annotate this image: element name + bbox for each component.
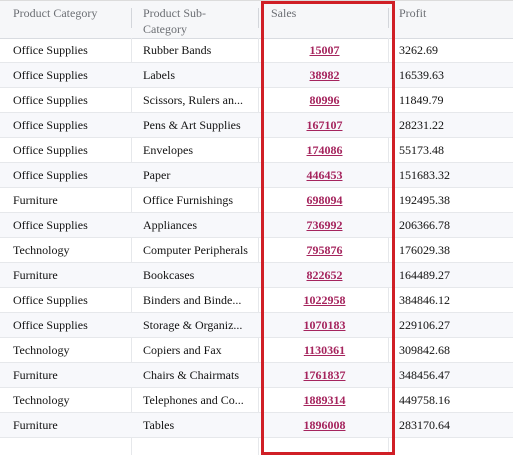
sales-link[interactable]: 822652 xyxy=(306,268,343,282)
subcategory-cell: Labels xyxy=(143,68,175,82)
category-cell: Office Supplies xyxy=(13,143,88,157)
table-row[interactable]: Furniture Chairs & Chairmats 1761837 348456… xyxy=(0,363,513,388)
category-cell: Office Supplies xyxy=(13,218,88,232)
subcategory-cell: Appliances xyxy=(143,218,197,232)
profit-cell: 11849.79 xyxy=(399,93,444,107)
sales-link[interactable]: 1130361 xyxy=(303,343,346,357)
table-row[interactable]: Office Supplies Rubber Bands 15007 3262.69 xyxy=(0,38,513,63)
column-gridline xyxy=(388,38,389,455)
category-cell: Office Supplies xyxy=(13,118,88,132)
profit-cell: 3262.69 xyxy=(399,43,438,57)
sales-link[interactable]: 1896008 xyxy=(303,418,346,432)
sales-link[interactable]: 446453 xyxy=(306,168,343,182)
sales-link[interactable]: 1889314 xyxy=(303,393,346,407)
subcategory-cell: Rubber Bands xyxy=(143,43,212,57)
category-cell: Office Supplies xyxy=(13,318,88,332)
table-row-partial xyxy=(0,438,513,455)
table-row[interactable]: Office Supplies Storage & Organiz... 10701… xyxy=(0,313,513,338)
sales-link[interactable]: 80996 xyxy=(309,93,340,107)
table-row[interactable]: Furniture Bookcases 822652 164489.27 xyxy=(0,263,513,288)
column-header-profit[interactable]: Profit xyxy=(399,6,427,20)
category-cell: Office Supplies xyxy=(13,43,88,57)
category-cell: Technology xyxy=(13,243,70,257)
sales-link[interactable]: 1022958 xyxy=(303,293,346,307)
subcategory-cell: Storage & Organiz... xyxy=(143,318,243,332)
grid-header: Product Category Product Sub-Category Sa… xyxy=(0,1,513,39)
profit-cell: 309842.68 xyxy=(399,343,450,357)
sales-link[interactable]: 1761837 xyxy=(303,368,346,382)
profit-cell: 449758.16 xyxy=(399,393,450,407)
profit-cell: 192495.38 xyxy=(399,193,450,207)
sales-link[interactable]: 167107 xyxy=(306,118,343,132)
profit-cell: 28231.22 xyxy=(399,118,444,132)
column-header-sales[interactable]: Sales xyxy=(271,6,297,20)
category-cell: Office Supplies xyxy=(13,168,88,182)
category-cell: Office Supplies xyxy=(13,293,88,307)
column-header-category[interactable]: Product Category xyxy=(13,6,98,20)
category-cell: Office Supplies xyxy=(13,93,88,107)
category-cell: Furniture xyxy=(13,418,58,432)
sales-link[interactable]: 15007 xyxy=(309,43,340,57)
profit-cell: 151683.32 xyxy=(399,168,450,182)
table-row[interactable]: Furniture Tables 1896008 283170.64 xyxy=(0,413,513,438)
column-gridline xyxy=(131,38,132,455)
profit-cell: 348456.47 xyxy=(399,368,450,382)
sales-link[interactable]: 38982 xyxy=(309,68,340,82)
subcategory-cell: Pens & Art Supplies xyxy=(143,118,241,132)
table-row[interactable]: Technology Copiers and Fax 1130361 309842.6… xyxy=(0,338,513,363)
subcategory-cell: Binders and Binde... xyxy=(143,293,242,307)
category-cell: Furniture xyxy=(13,368,58,382)
profit-cell: 55173.48 xyxy=(399,143,444,157)
subcategory-cell: Telephones and Co... xyxy=(143,393,244,407)
table-row[interactable]: Furniture Office Furnishings 698094 192495.… xyxy=(0,188,513,213)
sales-link[interactable]: 795876 xyxy=(306,243,343,257)
profit-cell: 206366.78 xyxy=(399,218,450,232)
subcategory-cell: Chairs & Chairmats xyxy=(143,368,239,382)
sales-link[interactable]: 1070183 xyxy=(303,318,346,332)
table-row[interactable]: Office Supplies Binders and Binde... 10229… xyxy=(0,288,513,313)
table-row[interactable]: Technology Telephones and Co... 1889314 449… xyxy=(0,388,513,413)
table-row[interactable]: Office Supplies Scissors, Rulers an... 809… xyxy=(0,88,513,113)
profit-cell: 384846.12 xyxy=(399,293,450,307)
category-cell: Office Supplies xyxy=(13,68,88,82)
subcategory-cell: Tables xyxy=(143,418,175,432)
table-row[interactable]: Office Supplies Pens & Art Supplies 167107… xyxy=(0,113,513,138)
category-cell: Furniture xyxy=(13,268,58,282)
profit-cell: 164489.27 xyxy=(399,268,450,282)
table-row[interactable]: Office Supplies Appliances 736992 206366.78 xyxy=(0,213,513,238)
subcategory-cell: Copiers and Fax xyxy=(143,343,222,357)
category-cell: Furniture xyxy=(13,193,58,207)
table-row[interactable]: Technology Computer Peripherals 795876 1760… xyxy=(0,238,513,263)
column-gridline xyxy=(258,38,259,455)
table-row[interactable]: Office Supplies Envelopes 174086 55173.48 xyxy=(0,138,513,163)
subcategory-cell: Office Furnishings xyxy=(143,193,234,207)
profit-cell: 176029.38 xyxy=(399,243,450,257)
table-row[interactable]: Office Supplies Paper 446453 151683.32 xyxy=(0,163,513,188)
profit-cell: 229106.27 xyxy=(399,318,450,332)
column-header-subcategory[interactable]: Product Sub-Category xyxy=(143,6,206,36)
subcategory-cell: Paper xyxy=(143,168,171,182)
table-row[interactable]: Office Supplies Labels 38982 16539.63 xyxy=(0,63,513,88)
profit-cell: 16539.63 xyxy=(399,68,444,82)
column-divider[interactable] xyxy=(131,8,132,28)
category-cell: Technology xyxy=(13,393,70,407)
subcategory-cell: Scissors, Rulers an... xyxy=(143,93,243,107)
subcategory-cell: Envelopes xyxy=(143,143,193,157)
category-cell: Technology xyxy=(13,343,70,357)
subcategory-cell: Computer Peripherals xyxy=(143,243,248,257)
sales-link[interactable]: 174086 xyxy=(306,143,343,157)
sales-link[interactable]: 698094 xyxy=(306,193,343,207)
subcategory-cell: Bookcases xyxy=(143,268,195,282)
column-divider[interactable] xyxy=(258,8,259,28)
column-divider[interactable] xyxy=(388,8,389,28)
profit-cell: 283170.64 xyxy=(399,418,450,432)
sales-link[interactable]: 736992 xyxy=(306,218,343,232)
